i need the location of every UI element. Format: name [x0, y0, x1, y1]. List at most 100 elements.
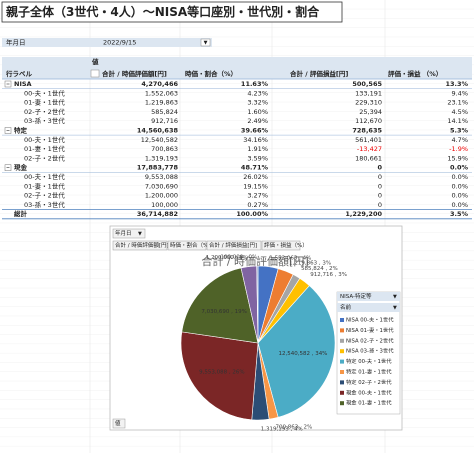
- field-button-label: 合計 / 時価評価額[円]: [115, 241, 169, 249]
- cell: 100,000: [151, 201, 178, 209]
- pie-slice: [181, 267, 259, 344]
- legend-entry: 現金 01-妻・1世代: [346, 399, 392, 407]
- pie-slice: [257, 285, 336, 418]
- cell: 11.63%: [241, 80, 269, 88]
- field-button-label: 評価・損益（%）: [264, 241, 308, 249]
- chart-filter-icon: ▼: [138, 231, 142, 237]
- cell: 0.27%: [247, 201, 268, 209]
- cell: 1,552,063: [145, 89, 178, 97]
- legend-entry: NISA 02-子・2世代: [346, 336, 394, 344]
- cell: 112,670: [355, 117, 382, 125]
- cell: 585,824: [151, 108, 178, 116]
- cell: 15.9%: [447, 154, 468, 162]
- cell: 0.0%: [451, 173, 468, 181]
- field-button[interactable]: [112, 240, 168, 251]
- values-label: 値: [91, 57, 99, 66]
- field-button[interactable]: [261, 240, 301, 251]
- column-header: 評価・損益 （%）: [388, 69, 442, 78]
- cell: 0.0%: [451, 182, 468, 190]
- cell: 3.27%: [247, 192, 268, 200]
- cell: 728,635: [352, 127, 382, 135]
- row-label: 00-夫・1世代: [24, 172, 65, 181]
- cell: 26.02%: [243, 173, 268, 181]
- row-label: 現金: [14, 163, 28, 172]
- legend-filter-icon[interactable]: ▼: [393, 305, 397, 311]
- chart-title: 合計 / 時価評価額[円]: [201, 254, 308, 268]
- filter-value: 2022/9/15: [103, 39, 136, 47]
- cell: 0.0%: [451, 192, 468, 200]
- data-label: 12,540,582 , 34%: [278, 351, 327, 357]
- cell: 23.1%: [447, 99, 468, 107]
- cell: 5.3%: [450, 127, 469, 135]
- cell: 1,229,200: [345, 210, 382, 218]
- legend-swatch: [340, 370, 344, 374]
- legend-entry: 特定 00-夫・1世代: [346, 357, 392, 365]
- filter-button[interactable]: [200, 38, 211, 47]
- cell: 4,270,466: [141, 80, 178, 88]
- cell: 100.00%: [236, 210, 268, 218]
- axis-button-label: 値: [115, 419, 121, 427]
- cell: 4.5%: [451, 108, 468, 116]
- legend-entry: 特定 02-子・2世代: [346, 378, 392, 386]
- axis-button[interactable]: [112, 418, 126, 429]
- cell: 1.91%: [247, 145, 268, 153]
- filter-icon: ▼: [204, 40, 208, 46]
- field-button-label: 合計 / 評価損益[円]: [209, 241, 257, 249]
- row-label: 03-孫・3世代: [24, 200, 65, 209]
- data-label: 1,319,193 , 4%: [261, 426, 303, 432]
- cell: 561,401: [355, 136, 382, 144]
- row-label: 02-子・2世代: [24, 107, 65, 116]
- legend-swatch: [340, 338, 344, 343]
- data-label: 100,000 , 0%: [221, 255, 258, 261]
- cell: 700,863: [151, 145, 178, 153]
- header-bg: [2, 57, 472, 79]
- legend-swatch: [340, 328, 344, 333]
- cell: 9,553,088: [145, 173, 178, 181]
- legend-filter-icon[interactable]: ▼: [393, 294, 397, 300]
- legend-entry: 特定 01-妻・1世代: [346, 368, 392, 376]
- data-label: 1,219,863 , 3%: [289, 260, 331, 266]
- cell: 3.59%: [247, 154, 268, 162]
- legend-swatch: [340, 390, 344, 395]
- pie-slice: [256, 265, 259, 344]
- data-label: 700,863 , 2%: [275, 425, 312, 431]
- column-header: 合計 / 時価評価額[円]: [101, 69, 167, 78]
- field-button[interactable]: [167, 240, 207, 251]
- cell: -1.9%: [449, 145, 468, 153]
- cell: 0.0%: [450, 164, 469, 172]
- cell: 17,883,778: [137, 164, 179, 172]
- cell: 1.60%: [247, 108, 268, 116]
- row-filter-button[interactable]: [90, 69, 100, 78]
- cell: 1,219,863: [145, 99, 178, 107]
- cell: 229,310: [355, 99, 382, 107]
- cell: 133,191: [355, 89, 382, 97]
- chart-filter-button[interactable]: [112, 228, 146, 239]
- cell: 14.1%: [447, 117, 468, 125]
- row-label: 01-妻・1世代: [24, 181, 65, 190]
- cell: 3.32%: [247, 99, 268, 107]
- legend-entry: NISA 03-孫・3世代: [346, 347, 394, 355]
- legend-title: NISA-特定等: [340, 292, 372, 300]
- cell: 180,661: [355, 154, 382, 162]
- cell: 9.4%: [451, 89, 468, 97]
- cell: 500,565: [352, 80, 382, 88]
- cell: 34.16%: [243, 136, 268, 144]
- row-label: 01-妻・1世代: [24, 98, 65, 107]
- cell: 0.0%: [451, 201, 468, 209]
- row-label: 00-夫・1世代: [24, 135, 65, 144]
- field-button[interactable]: [206, 240, 262, 251]
- row-label: 特定: [14, 126, 28, 135]
- legend-box: [336, 291, 401, 415]
- cell: 4.7%: [451, 136, 468, 144]
- cell: 39.66%: [241, 127, 269, 135]
- cell: 48.71%: [241, 164, 269, 172]
- column-header: 合計 / 評価損益[円]: [289, 69, 348, 78]
- legend-swatch: [340, 401, 344, 406]
- cell: 0: [378, 192, 382, 200]
- cell: 7,030,690: [145, 182, 178, 190]
- cell: 25,394: [359, 108, 382, 116]
- cell: 0: [378, 173, 382, 181]
- legend-entry: 現金 00-夫・1世代: [346, 388, 392, 396]
- cell: 3.5%: [450, 210, 469, 218]
